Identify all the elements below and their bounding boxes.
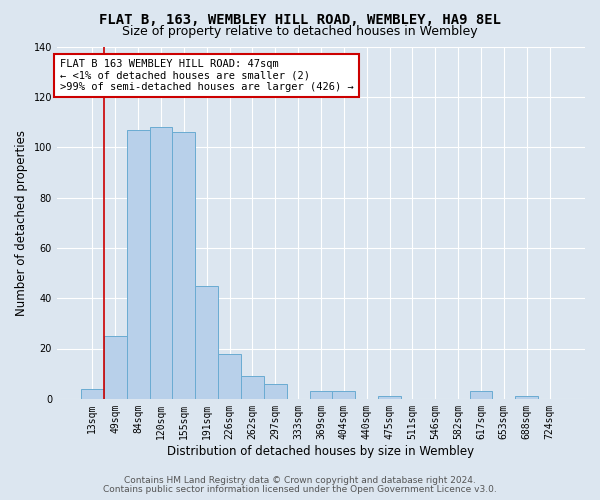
Text: FLAT B 163 WEMBLEY HILL ROAD: 47sqm
← <1% of detached houses are smaller (2)
>99: FLAT B 163 WEMBLEY HILL ROAD: 47sqm ← <1…	[59, 59, 353, 92]
Bar	[81, 389, 104, 399]
Bar	[515, 396, 538, 399]
Bar	[310, 392, 332, 399]
Bar	[127, 130, 149, 399]
Text: Contains HM Land Registry data © Crown copyright and database right 2024.: Contains HM Land Registry data © Crown c…	[124, 476, 476, 485]
Bar	[264, 384, 287, 399]
Bar	[149, 127, 172, 399]
Bar	[332, 392, 355, 399]
X-axis label: Distribution of detached houses by size in Wembley: Distribution of detached houses by size …	[167, 444, 475, 458]
Bar	[470, 392, 493, 399]
Bar	[378, 396, 401, 399]
Bar	[241, 376, 264, 399]
Y-axis label: Number of detached properties: Number of detached properties	[15, 130, 28, 316]
Bar	[218, 354, 241, 399]
Bar	[195, 286, 218, 399]
Text: FLAT B, 163, WEMBLEY HILL ROAD, WEMBLEY, HA9 8EL: FLAT B, 163, WEMBLEY HILL ROAD, WEMBLEY,…	[99, 12, 501, 26]
Text: Size of property relative to detached houses in Wembley: Size of property relative to detached ho…	[122, 25, 478, 38]
Bar	[104, 336, 127, 399]
Text: Contains public sector information licensed under the Open Government Licence v3: Contains public sector information licen…	[103, 484, 497, 494]
Bar	[172, 132, 195, 399]
